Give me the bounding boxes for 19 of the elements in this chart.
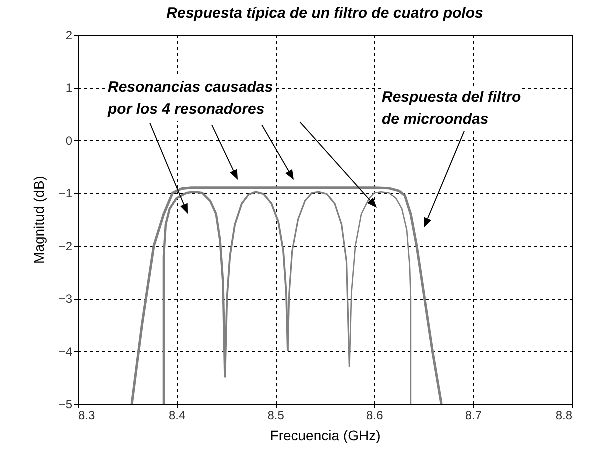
y-tick-label: −3 <box>58 292 73 306</box>
y-axis-title: Magnitud (dB) <box>30 176 47 264</box>
chart-title: Respuesta típica de un filtro de cuatro polos <box>166 5 484 22</box>
annotation: Resonancias causadas por los 4 resonadores <box>108 77 274 121</box>
x-tick-label: 8.3 <box>78 408 96 422</box>
x-tick-label: 8.4 <box>168 408 186 422</box>
y-tick-label: 2 <box>66 28 73 42</box>
y-tick-label: −1 <box>58 186 73 201</box>
x-tick-label: 8.5 <box>268 408 285 422</box>
x-axis-title: Frecuencia (GHz) <box>270 428 381 444</box>
y-tick-label: 0 <box>66 134 73 148</box>
annotation: Respuesta del filtro de microondas <box>382 87 522 131</box>
y-tick-label: −5 <box>58 398 73 412</box>
y-tick-label: −4 <box>58 344 73 359</box>
y-tick-label: 1 <box>66 81 73 96</box>
x-tick-label: 8.6 <box>366 408 384 422</box>
x-tick-label: 8.7 <box>465 408 482 422</box>
x-tick-label: 8.8 <box>556 408 573 422</box>
y-tick-label: −2 <box>58 239 73 254</box>
